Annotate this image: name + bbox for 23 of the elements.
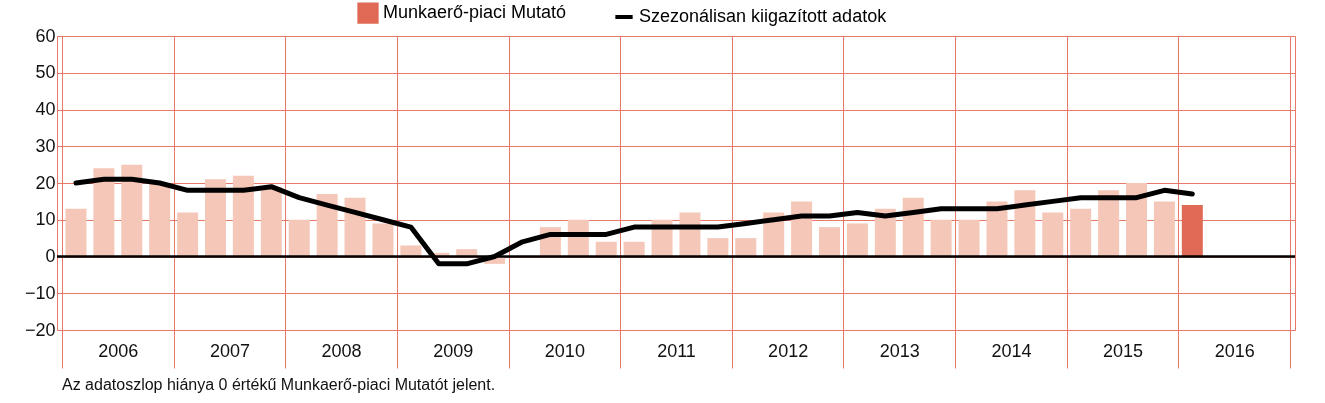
x-tick-label: 2014 [991, 340, 1032, 361]
y-tick-label: 60 [35, 25, 56, 46]
x-tick-label: 2010 [544, 340, 585, 361]
x-tick-label: 2012 [768, 340, 809, 361]
y-tick-label: 0 [45, 246, 56, 266]
y-tick-label: 50 [35, 62, 56, 83]
x-tick-label: 2011 [657, 340, 696, 361]
y-tick-label: 10 [35, 209, 56, 230]
legend-label: Munkaerő-piaci Mutató [383, 2, 567, 23]
legend-label: Szezonálisan kiigazított adatok [639, 6, 888, 26]
x-tick-label: 2016 [1214, 340, 1255, 361]
y-tick-label: 40 [35, 99, 56, 119]
x-tick-label: 2007 [209, 340, 250, 361]
x-tick-label: 2015 [1103, 340, 1144, 361]
x-tick-label: 2006 [98, 340, 139, 361]
text: Az adatoszlop hiánya 0 értékű Munkaerő-piaci Mutatót jelent. [62, 376, 496, 394]
y-tick-label: −20 [24, 319, 56, 340]
y-tick-label: 30 [35, 135, 56, 156]
x-tick-label: 2009 [433, 340, 474, 361]
x-tick-label: 2008 [321, 340, 362, 361]
x-tick-label: 2013 [879, 340, 920, 361]
y-tick-label: −10 [24, 282, 56, 303]
y-tick-label: 20 [35, 172, 56, 193]
